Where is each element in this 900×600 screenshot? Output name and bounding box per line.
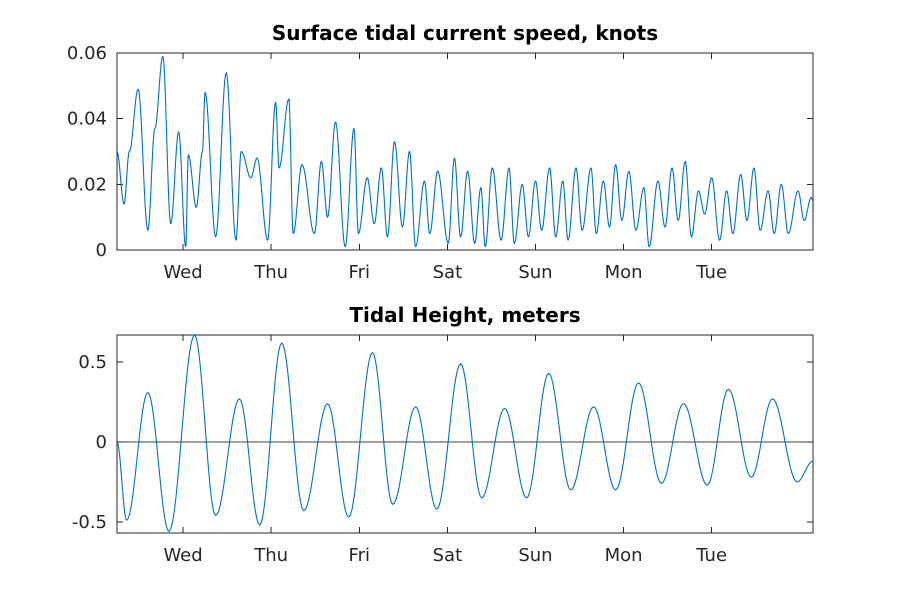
x-tick-label: Sat xyxy=(433,545,463,566)
series-line xyxy=(117,55,813,248)
x-tick-label: Mon xyxy=(605,262,643,283)
x-tick-label: Tue xyxy=(695,545,727,566)
chart-panel-2: Tidal Height, meters -0.5 0 0.5 Wed Thu Fri Sat… xyxy=(72,303,814,566)
chart-title: Surface tidal current speed, knots xyxy=(272,21,658,45)
y-tick-label: -0.5 xyxy=(72,512,107,533)
y-tick-label: 0.06 xyxy=(67,43,107,64)
series-line xyxy=(117,334,813,532)
y-tick-label: 0 xyxy=(96,240,107,261)
x-tick-label: Tue xyxy=(695,262,727,283)
y-tick-label: 0.04 xyxy=(67,109,107,130)
y-tick-label: 0 xyxy=(96,432,107,453)
x-tick-label: Sun xyxy=(518,545,552,566)
chart-title: Tidal Height, meters xyxy=(349,303,580,327)
chart-panel-1: Surface tidal current speed, knots 0 0.02 0… xyxy=(67,21,814,283)
x-tick-label: Thu xyxy=(253,262,288,283)
y-tick-label: 0.02 xyxy=(67,174,107,195)
y-tick-label: 0.5 xyxy=(78,352,107,373)
x-tick-label: Wed xyxy=(163,262,202,283)
plot-area xyxy=(116,334,814,534)
x-tick-label: Sat xyxy=(433,262,463,283)
x-tick-label: Mon xyxy=(605,545,643,566)
x-tick-label: Fri xyxy=(349,545,370,566)
x-tick-label: Thu xyxy=(253,545,288,566)
x-tick-label: Fri xyxy=(349,262,370,283)
x-tick-label: Sun xyxy=(518,262,552,283)
x-tick-label: Wed xyxy=(163,545,202,566)
